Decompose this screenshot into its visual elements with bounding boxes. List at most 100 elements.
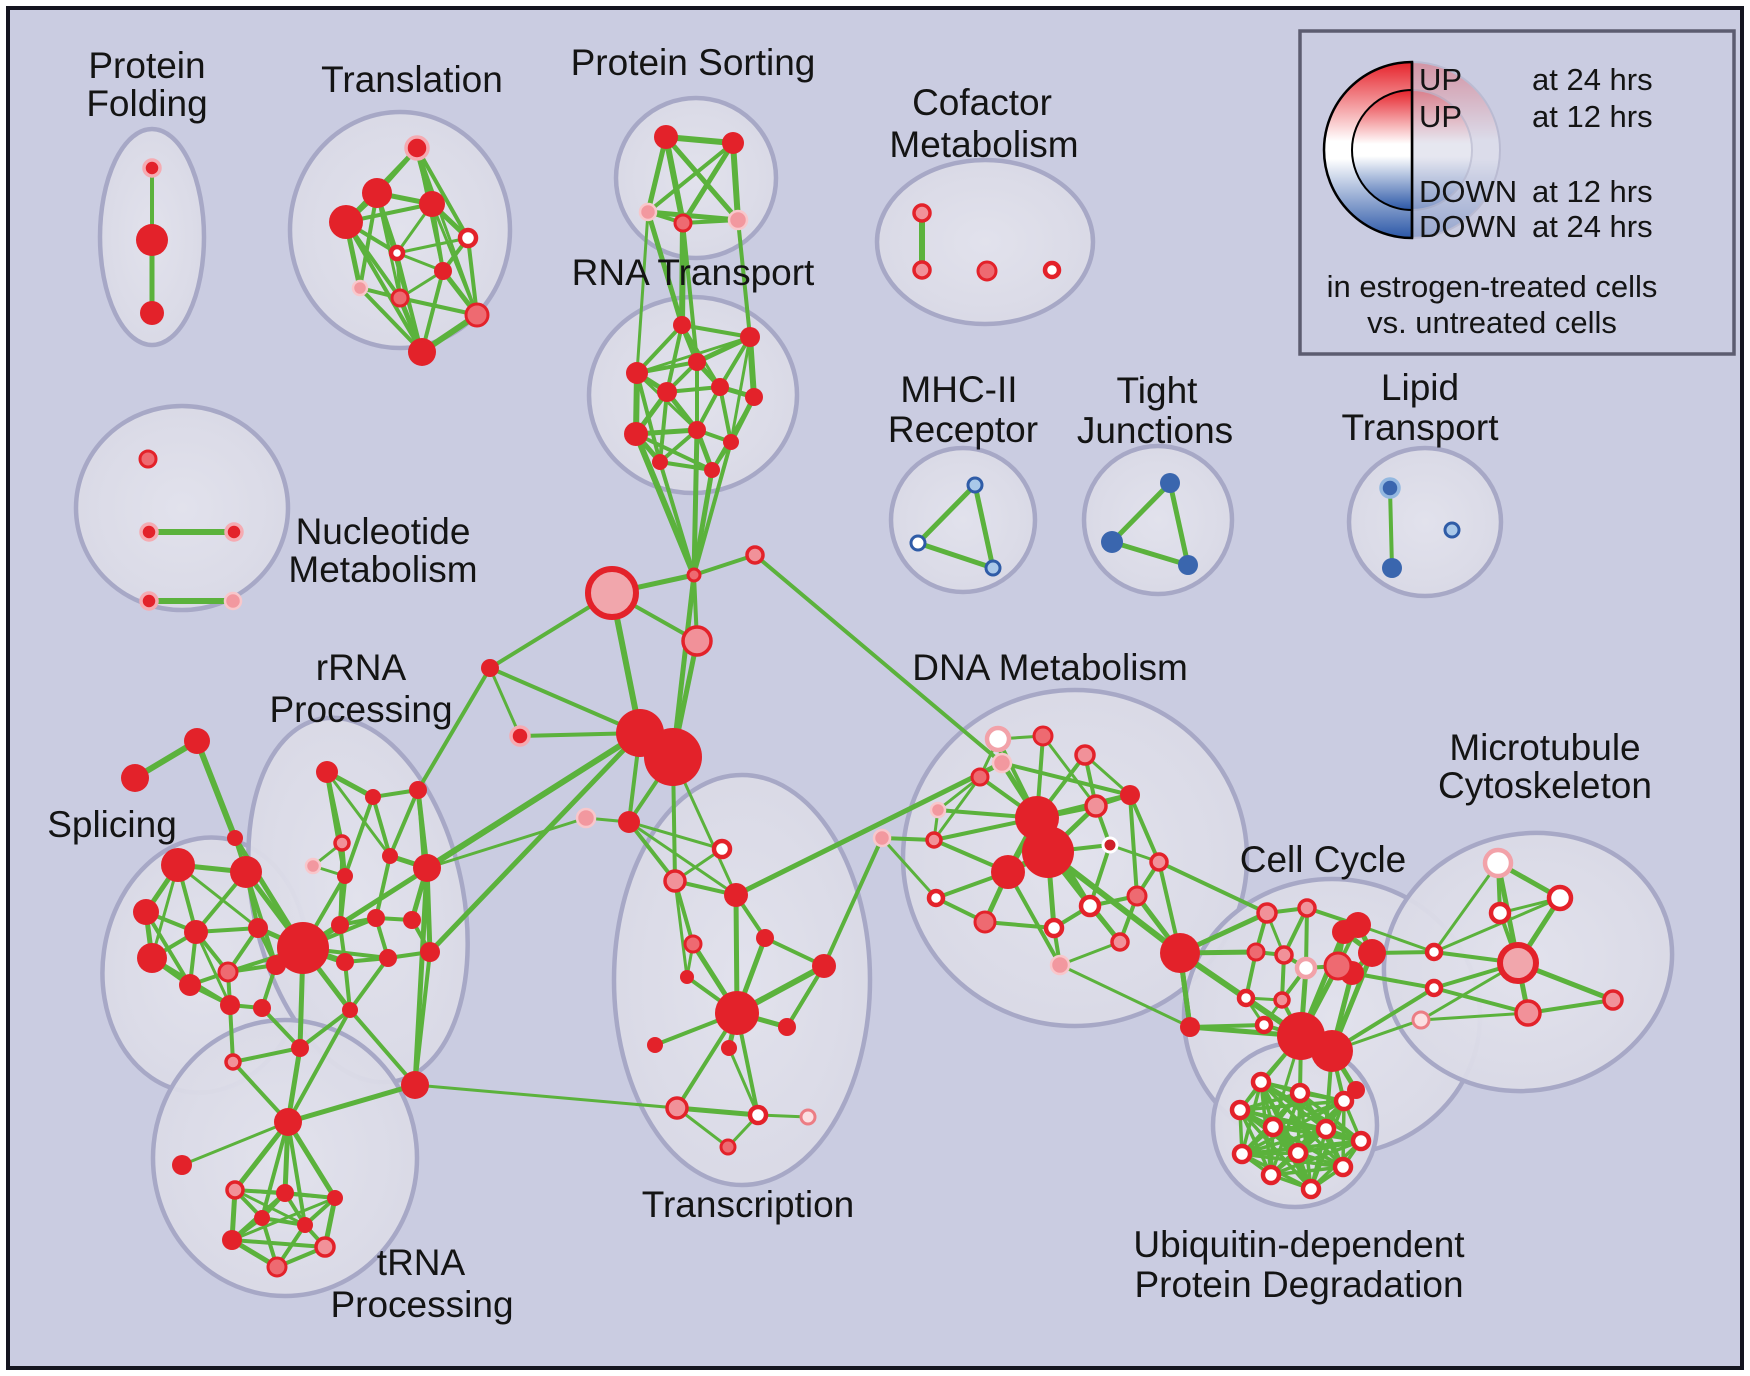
gene-node-dna-metabolism (973, 910, 997, 934)
cluster-label-mhc-ii-receptor: Receptor (888, 409, 1038, 450)
gene-node-cell-cycle (1273, 991, 1291, 1009)
gene-node-rrna-processing (413, 854, 441, 882)
network-edge (1006, 870, 1062, 967)
gene-node-connectors (121, 764, 149, 792)
gene-node-microtubule-cytoskeleton (1546, 884, 1574, 912)
cluster-label-transcription: Transcription (642, 1184, 854, 1225)
gene-node-nucleotide-metabolism (138, 449, 158, 469)
gene-node-rrna-processing (277, 922, 329, 974)
gene-node-lipid-transport (1382, 558, 1402, 578)
network-edge (1419, 1011, 1530, 1022)
network-edge (1388, 486, 1394, 570)
cluster-ellipse-protein-sorting (613, 95, 779, 261)
gene-node-transcription (665, 1096, 689, 1120)
cluster-label-microtubule-cytoskeleton: Microtubule (1449, 727, 1640, 768)
network-edge (753, 553, 1004, 765)
cluster-label-mhc-ii-receptor: MHC-II (900, 369, 1017, 410)
gene-node-transcription (663, 869, 687, 893)
network-edge (1109, 539, 1191, 568)
gene-node-rrna-processing (401, 1071, 429, 1099)
gene-node-ubiquitin-degradation (1250, 1071, 1272, 1093)
network-edge (1526, 998, 1615, 1015)
legend-note-line1: in estrogen-treated cells (1327, 269, 1658, 304)
gene-node-rna-transport (626, 362, 648, 384)
network-edge (1128, 793, 1161, 864)
gene-node-tight-junctions (1101, 531, 1123, 553)
legend-row-label: UP (1419, 62, 1462, 97)
gene-node-translation (464, 302, 490, 328)
gene-node-dna-metabolism (1110, 932, 1130, 952)
network-edge (670, 572, 697, 760)
cluster-ellipse-tight-junctions (1081, 443, 1235, 597)
gene-node-ubiquitin-degradation (1333, 1090, 1355, 1112)
gene-node-cell-cycle (1254, 1015, 1274, 1035)
gene-node-mhc-ii-receptor (909, 534, 927, 552)
network-edge (286, 1120, 307, 1227)
gene-node-rna-transport (657, 382, 677, 402)
gene-node-rna-transport (704, 462, 720, 478)
gene-node-splicing (179, 974, 201, 996)
network-edge (413, 1083, 679, 1110)
gene-node-lipid-transport (1443, 521, 1461, 539)
network-edge (466, 236, 479, 317)
network-edge (1167, 480, 1191, 568)
gene-node-rrna-processing (336, 953, 354, 971)
gene-node-trna-processing (276, 1184, 294, 1202)
gene-node-trna-processing (225, 1180, 245, 1200)
cluster-label-rrna-processing: rRNA (316, 647, 407, 688)
network-edge (358, 191, 379, 290)
network-edge (1238, 1091, 1302, 1112)
gene-node-dna-metabolism (1074, 744, 1096, 766)
cluster-label-splicing: Splicing (47, 804, 177, 845)
network-edge (415, 146, 470, 240)
network-edge (1240, 1127, 1328, 1156)
cluster-label-protein-sorting: Protein Sorting (571, 42, 816, 83)
gene-node-ubiquitin-degradation (1229, 1099, 1251, 1121)
gene-node-trna-processing (172, 1155, 192, 1175)
gene-node-translation (329, 205, 363, 239)
gene-node-dna-metabolism (991, 855, 1025, 889)
network-edge (633, 431, 697, 578)
network-edge (230, 1196, 337, 1242)
cluster-label-nucleotide-metabolism: Metabolism (288, 549, 477, 590)
gene-node-microtubule-cytoskeleton (1411, 1010, 1431, 1030)
network-edge (425, 816, 588, 870)
network-edge (1432, 896, 1562, 954)
network-edge (729, 335, 752, 444)
network-edge (658, 460, 714, 472)
gene-node-dna-metabolism (970, 767, 990, 787)
network-edge (343, 795, 375, 878)
network-edge (1269, 1165, 1345, 1177)
gene-node-splicing (248, 918, 268, 938)
gene-node-trna-processing (222, 1230, 242, 1250)
gene-node-rrna-processing (304, 857, 322, 875)
gene-node-rrna-processing (316, 761, 338, 783)
gene-node-transcription (719, 1138, 737, 1156)
network-edge (144, 910, 192, 987)
network-edge (674, 1105, 761, 1118)
network-edge (665, 323, 684, 394)
gene-node-translation (408, 338, 436, 366)
gene-node-dna-metabolism (1101, 836, 1119, 854)
cluster-label-cell-cycle: Cell Cycle (1240, 839, 1407, 880)
gene-node-microtubule-cytoskeleton (1488, 901, 1512, 925)
gene-node-protein-sorting (654, 125, 678, 149)
gene-node-splicing (217, 961, 239, 983)
cluster-label-tight-junctions: Junctions (1077, 410, 1233, 451)
network-edge (634, 432, 714, 472)
gene-node-connectors (745, 545, 765, 565)
gene-node-cell-cycle (1236, 988, 1256, 1008)
cluster-label-tight-junctions: Tight (1117, 370, 1199, 411)
gene-node-translation (362, 178, 392, 208)
legend-row-time: at 24 hrs (1532, 62, 1653, 97)
network-edge (635, 371, 662, 464)
gene-node-rrna-processing (337, 868, 353, 884)
network-edge (627, 820, 738, 897)
cluster-label-rrna-processing: Processing (269, 689, 452, 730)
gene-node-transcription (618, 811, 640, 833)
gene-node-dna-metabolism (872, 828, 892, 848)
gene-node-translation (388, 244, 406, 262)
gene-node-ubiquitin-degradation (1350, 1130, 1372, 1152)
gene-node-microtubule-cytoskeleton (1602, 989, 1624, 1011)
gene-node-transcription (812, 954, 836, 978)
